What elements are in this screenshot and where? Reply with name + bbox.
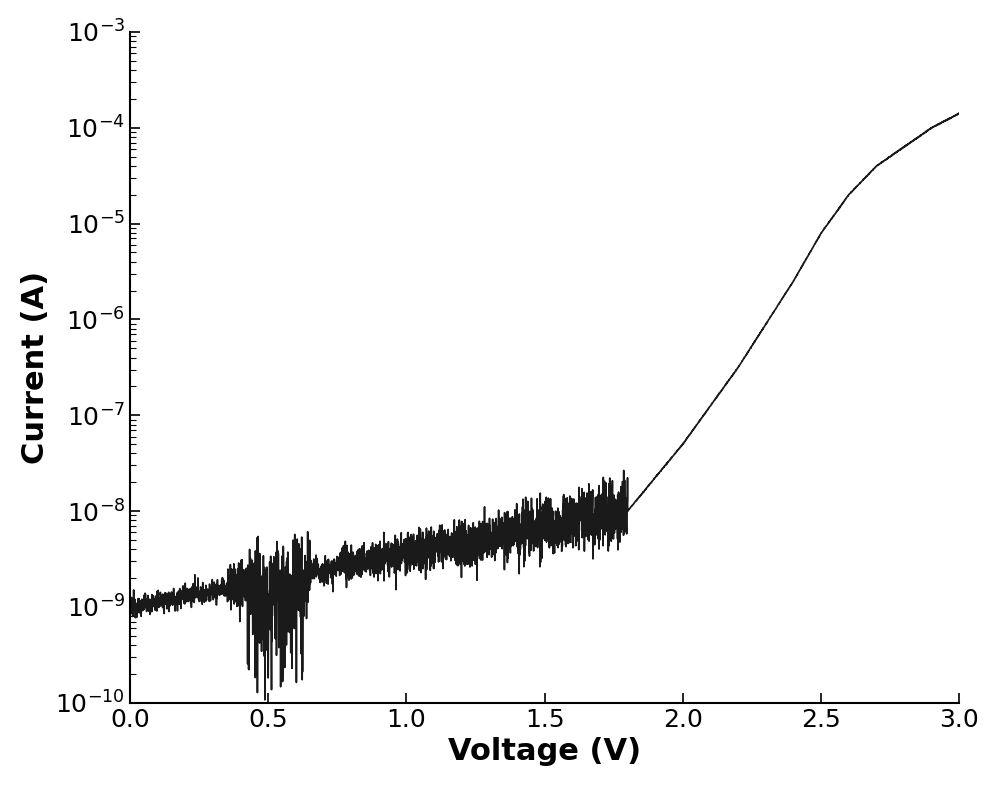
- Y-axis label: Current (A): Current (A): [21, 271, 50, 464]
- X-axis label: Voltage (V): Voltage (V): [448, 737, 641, 767]
